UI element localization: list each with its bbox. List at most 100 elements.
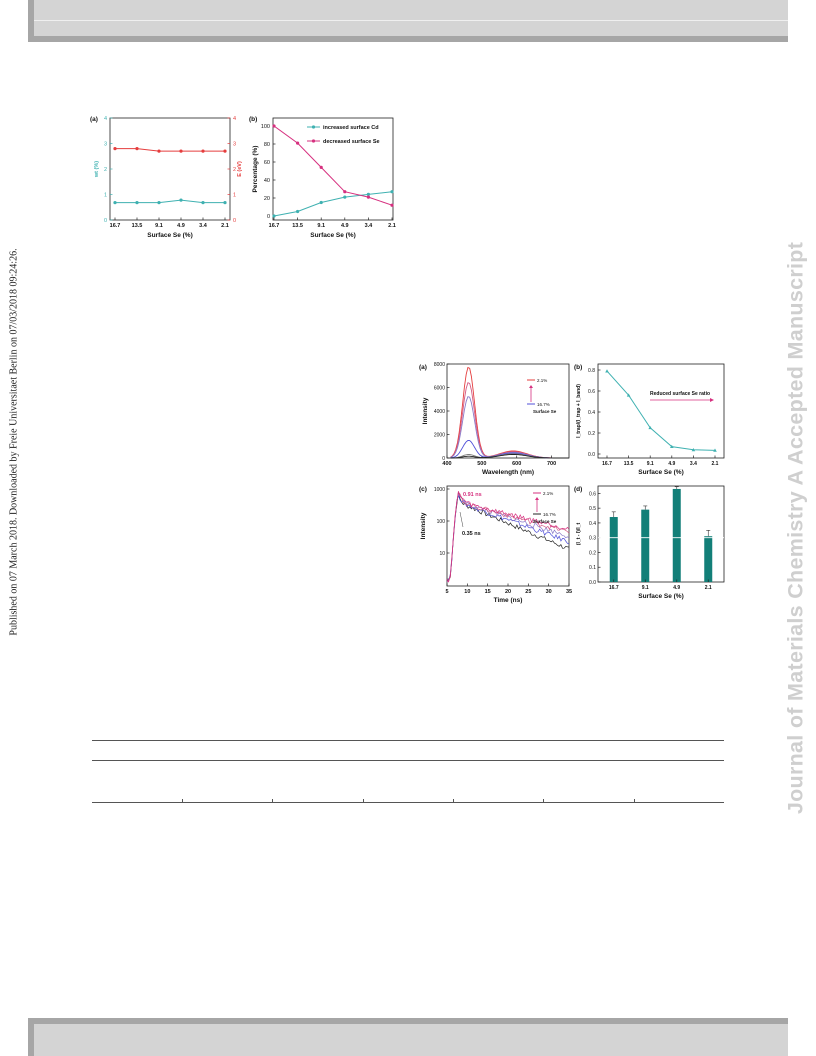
fig2c-xtick-label: 35 [566,589,572,595]
fig1a-s1-point [179,149,183,153]
fig2d-ytick-label: 0.6 [589,491,596,497]
fig2b-s0-point [670,444,674,449]
fig2b-panel-label: (b) [574,364,582,371]
fig2d-xtick-label: 9.1 [642,585,649,591]
fig2c-decay-trace-3 [446,491,570,583]
fig2d-bar [609,517,618,582]
fig1b-s0-point [296,209,300,214]
fig2c-xtick-label: 20 [505,589,511,595]
fig1a-s0-point [223,201,227,205]
fig1b-legend-marker [311,125,316,129]
fig2b-ylabel: I_trap/(I_trap + I_band) [576,384,582,438]
fig1a-s1-point [223,149,227,153]
fig2b-s0-point [648,425,652,430]
fig1a-plot-frame [109,117,231,221]
fig1a-right-ytick-label: 0 [233,218,236,224]
table-column-ticks [92,799,724,802]
fig2a-xtick-label: 600 [512,461,521,467]
fig1b-ytick-label: 20 [264,196,270,202]
fig2d-ytick-label: 0.3 [589,536,596,542]
fig2a-legend-top: 2.1% [537,378,547,383]
fig2d-xtick-label: 4.9 [673,585,680,591]
fig2c-ylabel: Intensity [420,512,427,539]
fig1a-xtick-label: 9.1 [155,223,163,229]
fig1b-s1-point [343,190,347,194]
fig2b-s0-point [691,448,696,452]
fig1a-s1-series-line [115,148,225,152]
fig1b-ytick-label: 0 [267,214,270,220]
page-header-bar [28,0,788,42]
fig1a-panel-label: (a) [90,116,98,123]
fig2c-decay-trace-1 [446,494,570,583]
publication-note: Published on 07 March 2018. Downloaded b… [8,248,20,636]
fig1a-right-ytick-label: 2 [233,167,236,173]
fig2b-xtick-label: 16.7 [602,461,612,467]
fig2a-ytick-label: 4000 [434,409,445,415]
fig1b-s1-point [296,141,300,145]
fig1a-s1-point [113,147,117,151]
fig2c-legend-arrow-head [535,497,539,500]
fig2a-spectrum-1 [450,382,569,459]
fig1a-xlabel: Surface Se (%) [147,232,193,239]
fig1b-legend-marker [311,139,316,143]
fig2c-decay-trace-0 [446,492,570,580]
fig1a-s0-point [201,201,205,205]
fig2b-ytick-label: 0.4 [588,410,595,416]
fig2a-ytick-label: 2000 [434,433,445,439]
fig1a-s0-point [113,201,117,205]
fig2a-ylabel: Intensity [422,397,429,424]
fig1b-ylabel: Percentage (%) [252,146,259,193]
fig2a-legend-arrow-head [529,385,533,388]
fig2c-annotation-pointer [459,511,464,528]
fig2d-bar [704,536,713,582]
fig2a-panel-label: (a) [419,364,427,371]
fig1a-xtick-label: 16.7 [110,223,121,229]
figure-2a-chart: (a) 0 2000 4000 6000 8000 400 500 600 700 2.1% 16.7… [419,362,570,476]
fig2d-ytick-label: 0.0 [589,580,596,586]
fig2b-plot-frame [597,363,725,459]
fig1a-s0-point [157,201,161,205]
fig1b-xtick-label: 16.7 [269,223,280,229]
fig2b-xtick-label: 9.1 [647,461,654,467]
fig2a-ytick-label: 8000 [434,362,445,368]
fig2d-xtick-label: 16.7 [609,585,619,591]
fig2b-s0-point [713,448,717,452]
fig2d-xlabel: Surface Se (%) [638,593,684,600]
fig2c-annotation-top: 0.91 ns [463,492,482,498]
fig1a-left-ytick-label: 1 [104,193,107,199]
figure-1b-chart: (b) 0 20 40 60 80 100 16.7 13.5 9.1 4.9 3.4 2.1 incre… [249,116,396,239]
fig1b-s0-point [390,190,394,194]
fig1a-ylabel-left: wt (%) [94,161,100,178]
fig2a-legend-bottom: 16.7% [537,402,550,407]
fig2c-panel-label: (c) [419,486,427,493]
fig1a-s1-point [157,149,161,153]
table-bottom-rule [92,802,724,803]
fig2c-xtick-label: 15 [485,589,491,595]
fig1b-ytick-label: 80 [264,142,270,148]
fig2b-xtick-label: 13.5 [624,461,634,467]
fig2c-ytick-label: 1000 [434,487,445,493]
fig2a-legend-note: Surface Se [533,409,557,414]
fig1a-right-ytick-label: 1 [233,193,236,199]
fig2c-legend-note: Surface Se [533,519,557,524]
fig1b-ytick-label: 100 [261,124,270,130]
fig1b-xtick-label: 4.9 [341,223,349,229]
fig2a-xlabel: Wavelength (nm) [482,469,534,476]
fig1a-s0-point [135,201,139,205]
fig2b-xlabel: Surface Se (%) [638,469,684,476]
fig2d-panel-label: (d) [574,486,582,493]
fig2b-ytick-label: 0.6 [588,389,595,395]
table-top-rule [92,740,724,741]
fig2b-s0-point [605,369,609,373]
figure-2b-chart: (b) 0.0 0.2 0.4 0.6 0.8 16.7 13.5 9.1 4.9 3.4 2.1 Re… [574,363,725,476]
page-footer-bar [28,1018,788,1056]
fig1b-s0-point [343,195,347,199]
fig1b-s0-series-line [273,191,393,217]
fig2c-xtick-label: 25 [525,589,531,595]
fig1b-legend-label: decreased surface Se [323,139,380,145]
fig2c-decay-trace-2 [446,492,570,581]
fig2a-xtick-label: 700 [547,461,556,467]
figure-1a-chart: (a) 0 1 2 3 4 0 1 2 3 4 16.7 13.5 9.1 4.9 3.4 2.1 wt (%) E… [90,116,243,239]
fig1b-ytick-label: 40 [264,178,270,184]
fig1b-xtick-label: 13.5 [292,223,303,229]
